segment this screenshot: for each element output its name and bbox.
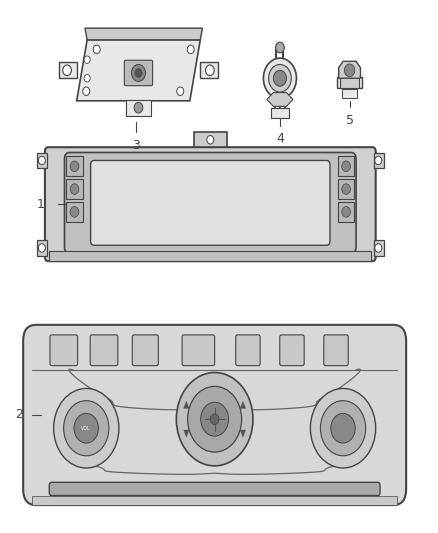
Circle shape — [201, 402, 229, 436]
FancyBboxPatch shape — [124, 60, 152, 86]
Bar — [340, 76, 359, 88]
Text: 1: 1 — [37, 198, 45, 211]
FancyBboxPatch shape — [91, 160, 330, 245]
Circle shape — [134, 102, 143, 113]
Text: VOL: VOL — [81, 426, 91, 431]
Circle shape — [70, 184, 79, 195]
FancyBboxPatch shape — [49, 482, 380, 496]
Circle shape — [177, 373, 253, 466]
Circle shape — [93, 45, 100, 54]
Circle shape — [177, 87, 184, 95]
Circle shape — [53, 389, 119, 468]
FancyBboxPatch shape — [23, 325, 406, 505]
Bar — [374, 152, 384, 168]
Bar — [126, 100, 151, 116]
Bar — [66, 156, 83, 176]
Polygon shape — [240, 401, 246, 409]
Circle shape — [331, 414, 355, 443]
FancyBboxPatch shape — [90, 335, 118, 366]
Circle shape — [63, 65, 71, 76]
Circle shape — [135, 69, 142, 77]
Circle shape — [375, 156, 382, 165]
Polygon shape — [337, 77, 362, 88]
Bar — [342, 89, 357, 99]
Circle shape — [268, 64, 291, 92]
FancyBboxPatch shape — [64, 152, 356, 253]
Circle shape — [263, 58, 297, 99]
FancyBboxPatch shape — [50, 335, 78, 366]
Circle shape — [64, 401, 109, 456]
Circle shape — [205, 65, 214, 76]
Polygon shape — [59, 62, 77, 78]
Circle shape — [39, 156, 46, 165]
Circle shape — [342, 184, 350, 195]
Circle shape — [273, 70, 286, 86]
Circle shape — [321, 401, 366, 456]
FancyBboxPatch shape — [45, 147, 376, 261]
Bar — [338, 156, 354, 176]
FancyBboxPatch shape — [236, 335, 260, 366]
Bar — [338, 179, 354, 199]
Bar — [66, 202, 83, 222]
Bar — [37, 152, 47, 168]
Circle shape — [311, 389, 376, 468]
Polygon shape — [77, 40, 200, 101]
Text: 5: 5 — [346, 114, 353, 127]
Bar — [374, 240, 384, 256]
Polygon shape — [184, 401, 189, 409]
Circle shape — [70, 161, 79, 172]
Polygon shape — [184, 430, 189, 438]
Text: 4: 4 — [276, 132, 284, 146]
Polygon shape — [200, 62, 218, 78]
Circle shape — [187, 45, 194, 54]
Circle shape — [344, 64, 355, 77]
Polygon shape — [339, 61, 360, 78]
FancyBboxPatch shape — [324, 335, 348, 366]
Circle shape — [39, 244, 46, 252]
Bar — [37, 240, 47, 256]
Circle shape — [187, 386, 242, 452]
FancyBboxPatch shape — [182, 335, 215, 366]
Circle shape — [276, 42, 284, 53]
Circle shape — [131, 64, 145, 82]
Polygon shape — [85, 28, 202, 40]
Text: 3: 3 — [132, 139, 140, 152]
Circle shape — [207, 135, 214, 144]
Circle shape — [74, 414, 99, 443]
Circle shape — [210, 414, 219, 424]
Bar — [66, 179, 83, 199]
Text: 2: 2 — [15, 408, 23, 422]
Circle shape — [70, 207, 79, 217]
Circle shape — [342, 207, 350, 217]
Polygon shape — [240, 430, 246, 438]
Polygon shape — [267, 93, 293, 107]
Bar — [271, 109, 289, 118]
Circle shape — [83, 87, 90, 95]
Bar — [338, 202, 354, 222]
FancyBboxPatch shape — [280, 335, 304, 366]
Bar — [49, 251, 371, 261]
Circle shape — [84, 75, 90, 82]
Bar — [32, 496, 397, 505]
Bar — [194, 132, 226, 147]
Circle shape — [375, 244, 382, 252]
Circle shape — [84, 56, 90, 63]
FancyBboxPatch shape — [132, 335, 159, 366]
Circle shape — [342, 161, 350, 172]
